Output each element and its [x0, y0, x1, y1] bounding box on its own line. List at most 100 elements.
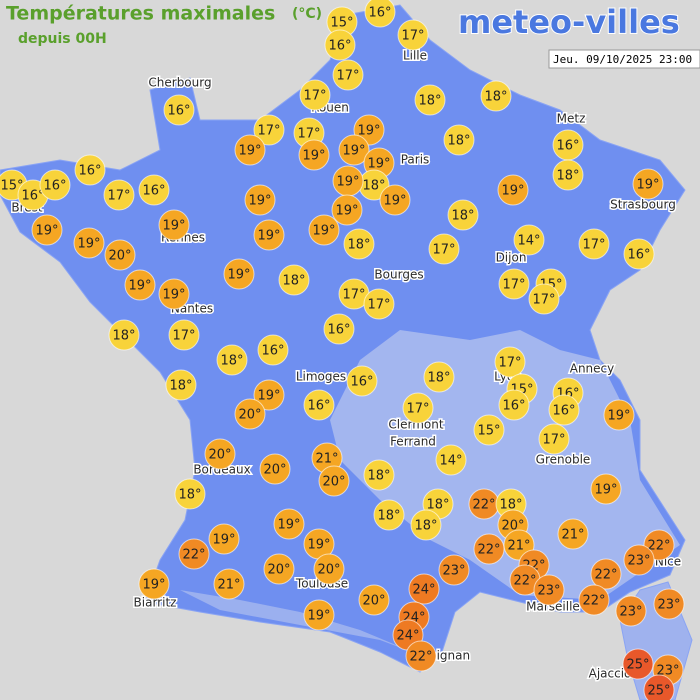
- temp-label: 17°: [532, 293, 555, 308]
- temp-marker: [213, 568, 245, 600]
- temp-marker: [338, 134, 370, 166]
- temp-label: 20°: [317, 563, 340, 578]
- temp-label: 16°: [78, 164, 101, 179]
- date-box: [548, 49, 700, 69]
- temp-label: 16°: [627, 248, 650, 263]
- pyrenees: [180, 590, 420, 655]
- temp-marker: [423, 361, 455, 393]
- temp-label: 16°: [327, 323, 350, 338]
- datetime: Jeu. 09/10/2025 23:00: [553, 53, 692, 66]
- temp-label: 19°: [636, 178, 659, 193]
- temp-label: 19°: [307, 609, 330, 624]
- temp-marker: [244, 184, 276, 216]
- temp-marker: [397, 19, 429, 51]
- temp-marker: [578, 584, 610, 616]
- temp-label: 19°: [162, 288, 185, 303]
- temp-label: 16°: [556, 139, 579, 154]
- temp-marker: [138, 174, 170, 206]
- temp-label: 18°: [347, 238, 370, 253]
- temp-label: 16°: [43, 179, 66, 194]
- city-label: Paris: [401, 153, 430, 167]
- temp-label: 20°: [267, 563, 290, 578]
- temp-marker: [548, 394, 580, 426]
- temp-label: 17°: [498, 356, 521, 371]
- temp-label: 19°: [162, 219, 185, 234]
- temp-label: 18°: [282, 274, 305, 289]
- title-unit: (°C): [292, 6, 322, 22]
- temp-label: 16°: [21, 189, 44, 204]
- temp-label: 16°: [502, 399, 525, 414]
- temp-label: 23°: [627, 554, 650, 569]
- temp-marker: [447, 199, 479, 231]
- temp-label: 19°: [257, 389, 280, 404]
- temp-marker: [263, 553, 295, 585]
- temp-label: 18°: [426, 498, 449, 513]
- temp-label: 15°: [0, 179, 23, 194]
- city-label: Biarritz: [134, 596, 177, 610]
- temp-marker: [414, 84, 446, 116]
- temp-marker: [480, 80, 512, 112]
- temp-label: 18°: [112, 329, 135, 344]
- temp-marker: [538, 423, 570, 455]
- temp-marker: [298, 139, 330, 171]
- temp-label: 19°: [128, 279, 151, 294]
- temp-label: 19°: [77, 237, 100, 252]
- temp-label: 15°: [330, 16, 353, 31]
- temp-marker: [313, 553, 345, 585]
- temp-label: 19°: [248, 194, 271, 209]
- temp-label: 16°: [142, 184, 165, 199]
- temp-marker: [590, 473, 622, 505]
- temp-label: 21°: [507, 539, 530, 554]
- city-label: Bourges: [374, 268, 423, 282]
- temp-marker: [31, 214, 63, 246]
- temp-label: 19°: [302, 149, 325, 164]
- temp-label: 21°: [315, 452, 338, 467]
- temp-label: 16°: [167, 104, 190, 119]
- temp-marker: [158, 278, 190, 310]
- temp-label: 19°: [277, 518, 300, 533]
- temp-label: 17°: [172, 329, 195, 344]
- temp-label: 17°: [336, 69, 359, 84]
- temp-label: 23°: [442, 564, 465, 579]
- temp-label: 19°: [238, 144, 261, 159]
- temp-label: 20°: [362, 594, 385, 609]
- temp-marker: [513, 224, 545, 256]
- temp-marker: [438, 554, 470, 586]
- temp-label: 19°: [594, 483, 617, 498]
- city-label: Grenoble: [536, 453, 591, 467]
- temp-marker: [603, 399, 635, 431]
- temp-label: 18°: [178, 488, 201, 503]
- temp-label: 20°: [322, 475, 345, 490]
- city-label: Bordeaux: [193, 463, 250, 477]
- temp-label: 24°: [396, 629, 419, 644]
- temp-marker: [108, 319, 140, 351]
- temp-label: 17°: [542, 433, 565, 448]
- temp-marker: [408, 573, 440, 605]
- temp-label: 19°: [357, 124, 380, 139]
- city-label: Lille: [403, 49, 427, 63]
- temp-marker: [623, 238, 655, 270]
- temp-marker: [318, 465, 350, 497]
- temp-label: 17°: [432, 243, 455, 258]
- temp-marker: [578, 228, 610, 260]
- temp-label: 17°: [297, 127, 320, 142]
- temp-marker: [158, 209, 190, 241]
- temp-label: 19°: [227, 268, 250, 283]
- temp-label: 22°: [582, 594, 605, 609]
- temp-label: 19°: [307, 538, 330, 553]
- temp-marker: [204, 438, 236, 470]
- city-label: Metz: [557, 112, 586, 126]
- temp-marker: [103, 179, 135, 211]
- temp-marker: [623, 544, 655, 576]
- temp-label: 19°: [142, 578, 165, 593]
- temp-marker: [273, 508, 305, 540]
- temp-label: 18°: [362, 179, 385, 194]
- temp-label: 19°: [607, 409, 630, 424]
- temp-marker: [343, 228, 375, 260]
- temp-label: 25°: [626, 658, 649, 673]
- temp-label: 19°: [501, 184, 524, 199]
- temp-marker: [363, 288, 395, 320]
- temp-marker: [632, 168, 664, 200]
